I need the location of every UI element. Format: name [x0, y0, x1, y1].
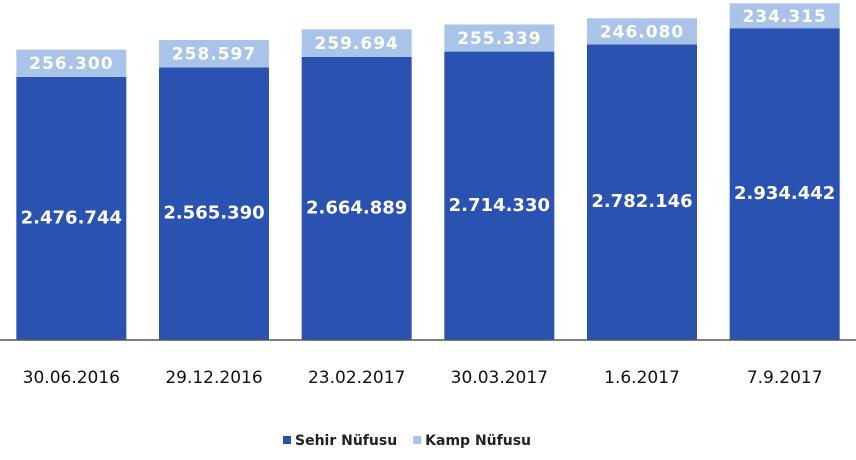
value-label: 2.476.744 [21, 207, 122, 228]
bar-segment [16, 49, 127, 77]
bar-segment [16, 76, 127, 340]
value-label: 234.315 [742, 7, 826, 27]
legend-swatch [413, 436, 422, 444]
bar-segment [301, 29, 412, 57]
value-label: 259.694 [314, 34, 398, 54]
x-tick-label: 23.02.2017 [308, 368, 405, 388]
value-label: 2.934.442 [734, 183, 835, 204]
value-label: 246.080 [600, 22, 684, 42]
value-label: 2.565.390 [163, 203, 264, 224]
bar-segment [729, 28, 840, 340]
bar-segment [444, 24, 555, 52]
bar-segment [301, 56, 412, 341]
value-label: 2.714.330 [449, 195, 550, 216]
legend-label: Sehir Nüfusu [295, 433, 397, 449]
x-tick-label: 1.6.2017 [604, 368, 680, 388]
x-tick-label: 7.9.2017 [747, 368, 823, 388]
value-label: 256.300 [29, 54, 113, 74]
value-label: 255.339 [457, 29, 541, 49]
bar-segment [444, 51, 555, 340]
value-label: 2.782.146 [591, 191, 692, 212]
value-label: 2.664.889 [306, 197, 407, 218]
bar-segment [159, 39, 269, 68]
bar-segment [729, 3, 840, 29]
legend-label: Kamp Nüfusu [425, 433, 531, 449]
legend-swatch [283, 436, 291, 444]
value-label: 258.597 [172, 45, 256, 65]
bar-segment [159, 67, 269, 341]
x-tick-label: 30.06.2016 [23, 368, 120, 388]
bar-segment [587, 18, 697, 45]
x-tick-label: 29.12.2016 [165, 368, 262, 388]
bar-segment [587, 44, 697, 341]
x-tick-label: 30.03.2017 [451, 368, 548, 388]
